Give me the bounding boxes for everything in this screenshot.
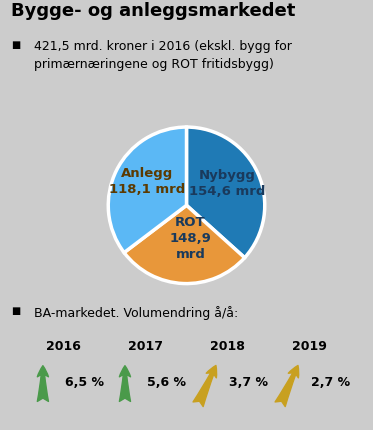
Text: ■: ■ — [11, 40, 21, 50]
Text: ROT
148,9
mrd: ROT 148,9 mrd — [169, 216, 211, 261]
Text: BA-markedet. Volumendring å/å:: BA-markedet. Volumendring å/å: — [34, 306, 238, 320]
Text: 2,7 %: 2,7 % — [311, 376, 351, 389]
Text: 2017: 2017 — [128, 340, 163, 353]
Text: 3,7 %: 3,7 % — [229, 376, 269, 389]
Wedge shape — [186, 127, 265, 258]
Text: 2019: 2019 — [292, 340, 327, 353]
Text: 6,5 %: 6,5 % — [65, 376, 104, 389]
Text: Anlegg
118,1 mrd: Anlegg 118,1 mrd — [109, 167, 185, 197]
Wedge shape — [108, 127, 186, 252]
Text: 2016: 2016 — [46, 340, 81, 353]
Text: Bygge- og anleggsmarkedet: Bygge- og anleggsmarkedet — [11, 2, 295, 20]
Text: 2018: 2018 — [210, 340, 245, 353]
Text: 421,5 mrd. kroner i 2016 (ekskl. bygg for
primærnæringene og ROT fritidsbygg): 421,5 mrd. kroner i 2016 (ekskl. bygg fo… — [34, 40, 291, 71]
Text: 5,6 %: 5,6 % — [147, 376, 186, 389]
Text: ■: ■ — [11, 306, 21, 316]
Text: Nybygg
154,6 mrd: Nybygg 154,6 mrd — [189, 169, 265, 198]
Wedge shape — [124, 206, 245, 283]
